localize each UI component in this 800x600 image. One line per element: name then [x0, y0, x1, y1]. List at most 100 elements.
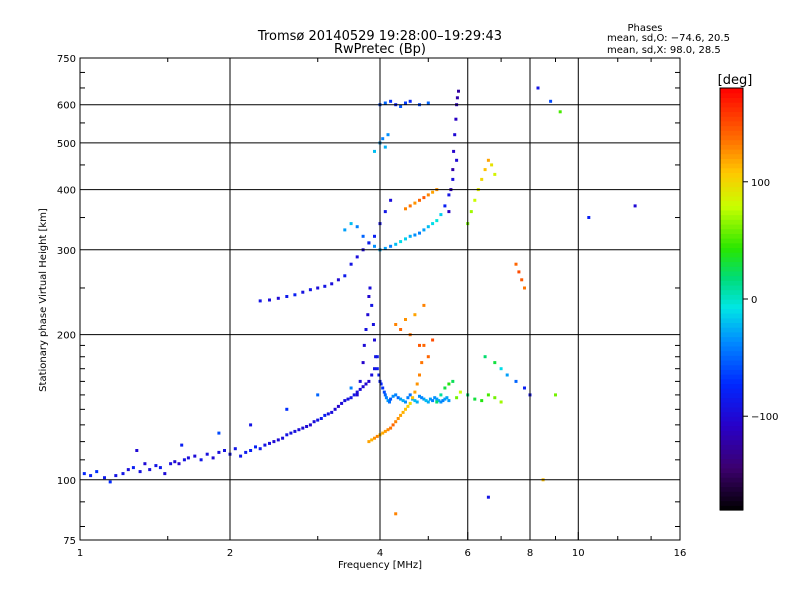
colorbar-segment [720, 406, 743, 413]
data-point [114, 474, 118, 478]
data-point [480, 399, 484, 403]
data-point [308, 423, 312, 427]
data-point [415, 400, 419, 404]
data-point [384, 396, 388, 400]
data-point [455, 96, 459, 100]
data-point [389, 198, 393, 202]
data-point [138, 470, 142, 474]
data-point [233, 447, 237, 451]
data-point [244, 450, 248, 454]
data-point [383, 393, 387, 397]
colorbar-segment [720, 252, 743, 258]
data-point [486, 158, 490, 162]
data-point [554, 393, 557, 397]
data-point [536, 86, 540, 90]
colorbar-segment [720, 88, 743, 94]
data-point [258, 447, 262, 451]
data-point [367, 241, 371, 245]
data-point [367, 295, 371, 298]
data-point [367, 379, 371, 383]
data-points [82, 86, 637, 516]
data-point [435, 400, 439, 404]
data-point [394, 323, 398, 326]
data-point [447, 399, 451, 403]
data-point [361, 385, 365, 389]
data-point [364, 328, 368, 331]
colorbar-segment [720, 327, 743, 333]
data-point [211, 456, 215, 460]
data-point [121, 472, 125, 476]
data-point [383, 210, 387, 214]
colorbar-segment [720, 256, 743, 263]
data-point [326, 412, 330, 416]
colorbar-segment [720, 120, 743, 127]
data-point [422, 303, 426, 307]
colorbar-segment [720, 289, 743, 295]
colorbar-segment [720, 172, 743, 178]
data-point [406, 396, 410, 400]
colorbar-ticks: −100 0 100 [743, 178, 778, 423]
colorbar-segment [720, 477, 743, 483]
colorbar-segment [720, 359, 743, 366]
colorbar-segment [720, 467, 743, 474]
data-point [439, 393, 443, 397]
data-point [340, 401, 344, 405]
data-point [435, 397, 439, 401]
data-point [483, 355, 487, 359]
data-point [408, 99, 412, 103]
data-point [406, 404, 410, 408]
data-point [426, 225, 430, 229]
data-point [373, 244, 376, 248]
data-point [193, 454, 197, 458]
data-point [276, 296, 280, 300]
data-point [399, 328, 403, 331]
data-point [366, 313, 370, 317]
colorbar-segment [720, 294, 743, 300]
data-point [368, 286, 372, 290]
colorbar-segment [720, 134, 743, 141]
data-point [389, 397, 393, 401]
data-point [431, 338, 435, 342]
data-point [480, 177, 484, 181]
data-point [399, 240, 403, 244]
colorbar-segment [720, 163, 743, 169]
y-tick-label: 200 [57, 331, 76, 342]
stats-line-o: mean, sd,O: −74.6, 20.5 [607, 33, 730, 44]
data-point [163, 472, 167, 476]
data-point [169, 462, 173, 466]
data-point [408, 234, 412, 238]
data-point [131, 466, 135, 470]
data-point [408, 204, 412, 208]
data-point [439, 213, 443, 217]
colorbar-segment [720, 336, 743, 342]
data-point [394, 512, 398, 516]
colorbar-segment [720, 139, 743, 145]
data-point [453, 133, 457, 137]
colorbar-segment [720, 177, 743, 183]
colorbar-segment [720, 195, 743, 202]
colorbar-segment [720, 247, 743, 253]
colorbar-segment [720, 378, 743, 384]
data-point [396, 396, 400, 400]
data-point [431, 399, 435, 403]
colorbar-segment [720, 463, 743, 469]
colorbar [719, 87, 744, 511]
colorbar-segment [720, 153, 743, 159]
data-point [358, 379, 362, 383]
x-tick-label: 8 [527, 548, 533, 559]
data-point [558, 110, 562, 114]
data-point [285, 295, 289, 298]
colorbar-segment [720, 191, 743, 197]
colorbar-segment [720, 416, 743, 422]
data-point [349, 396, 353, 400]
data-point [281, 436, 285, 440]
y-tick-label: 750 [57, 54, 76, 65]
data-point [447, 193, 451, 197]
data-point [499, 367, 503, 371]
colorbar-segment [720, 280, 743, 286]
data-point [391, 394, 395, 398]
data-point [323, 284, 327, 288]
data-point [355, 255, 359, 259]
data-point [422, 343, 426, 347]
data-point [89, 474, 93, 478]
